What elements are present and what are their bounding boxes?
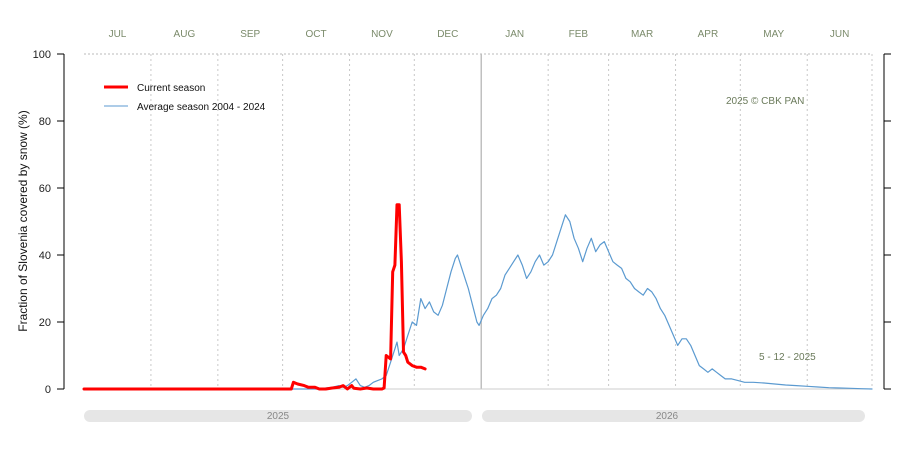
year-label-2026: 2026 [656, 411, 679, 422]
month-label-oct: OCT [306, 29, 327, 40]
month-label-aug: AUG [174, 29, 196, 40]
month-label-jan: JAN [505, 29, 524, 40]
month-label-nov: NOV [371, 29, 393, 40]
month-label-jun: JUN [830, 29, 849, 40]
month-label-sep: SEP [240, 29, 260, 40]
y-tick-label: 20 [39, 317, 51, 329]
month-label-jul: JUL [109, 29, 127, 40]
legend-label-current: Current season [137, 83, 205, 94]
series-lines [82, 203, 873, 391]
y-tick-label: 80 [39, 116, 51, 128]
legend: Current season Average season 2004 - 202… [104, 83, 266, 113]
month-label-may: MAY [763, 29, 784, 40]
axes: 0 20 40 60 80 100 [33, 49, 891, 396]
month-label-dec: DEC [437, 29, 458, 40]
y-tick-label: 60 [39, 183, 51, 195]
month-label-mar: MAR [631, 29, 653, 40]
year-bar-2026 [482, 410, 865, 422]
month-label-apr: APR [698, 29, 719, 40]
year-bars: 2025 2026 [84, 410, 865, 422]
copyright-note: 2025 © CBK PAN [726, 96, 804, 107]
series-line-current-season [82, 203, 427, 391]
month-label-feb: FEB [569, 29, 589, 40]
year-bar-2025 [84, 410, 472, 422]
y-axis-label: Fraction of Slovenia covered by snow (%) [16, 110, 30, 331]
series-line-average-season [83, 214, 873, 390]
date-note: 5 - 12 - 2025 [759, 352, 816, 363]
y-tick-label: 40 [39, 250, 51, 262]
y-tick-label: 100 [33, 49, 51, 61]
y-tick-label: 0 [45, 384, 51, 396]
year-label-2025: 2025 [267, 411, 290, 422]
legend-label-average: Average season 2004 - 2024 [137, 102, 266, 113]
grid [84, 53, 873, 389]
month-labels: JUL AUG SEP OCT NOV DEC JAN FEB MAR APR MAY JUN [109, 29, 850, 40]
